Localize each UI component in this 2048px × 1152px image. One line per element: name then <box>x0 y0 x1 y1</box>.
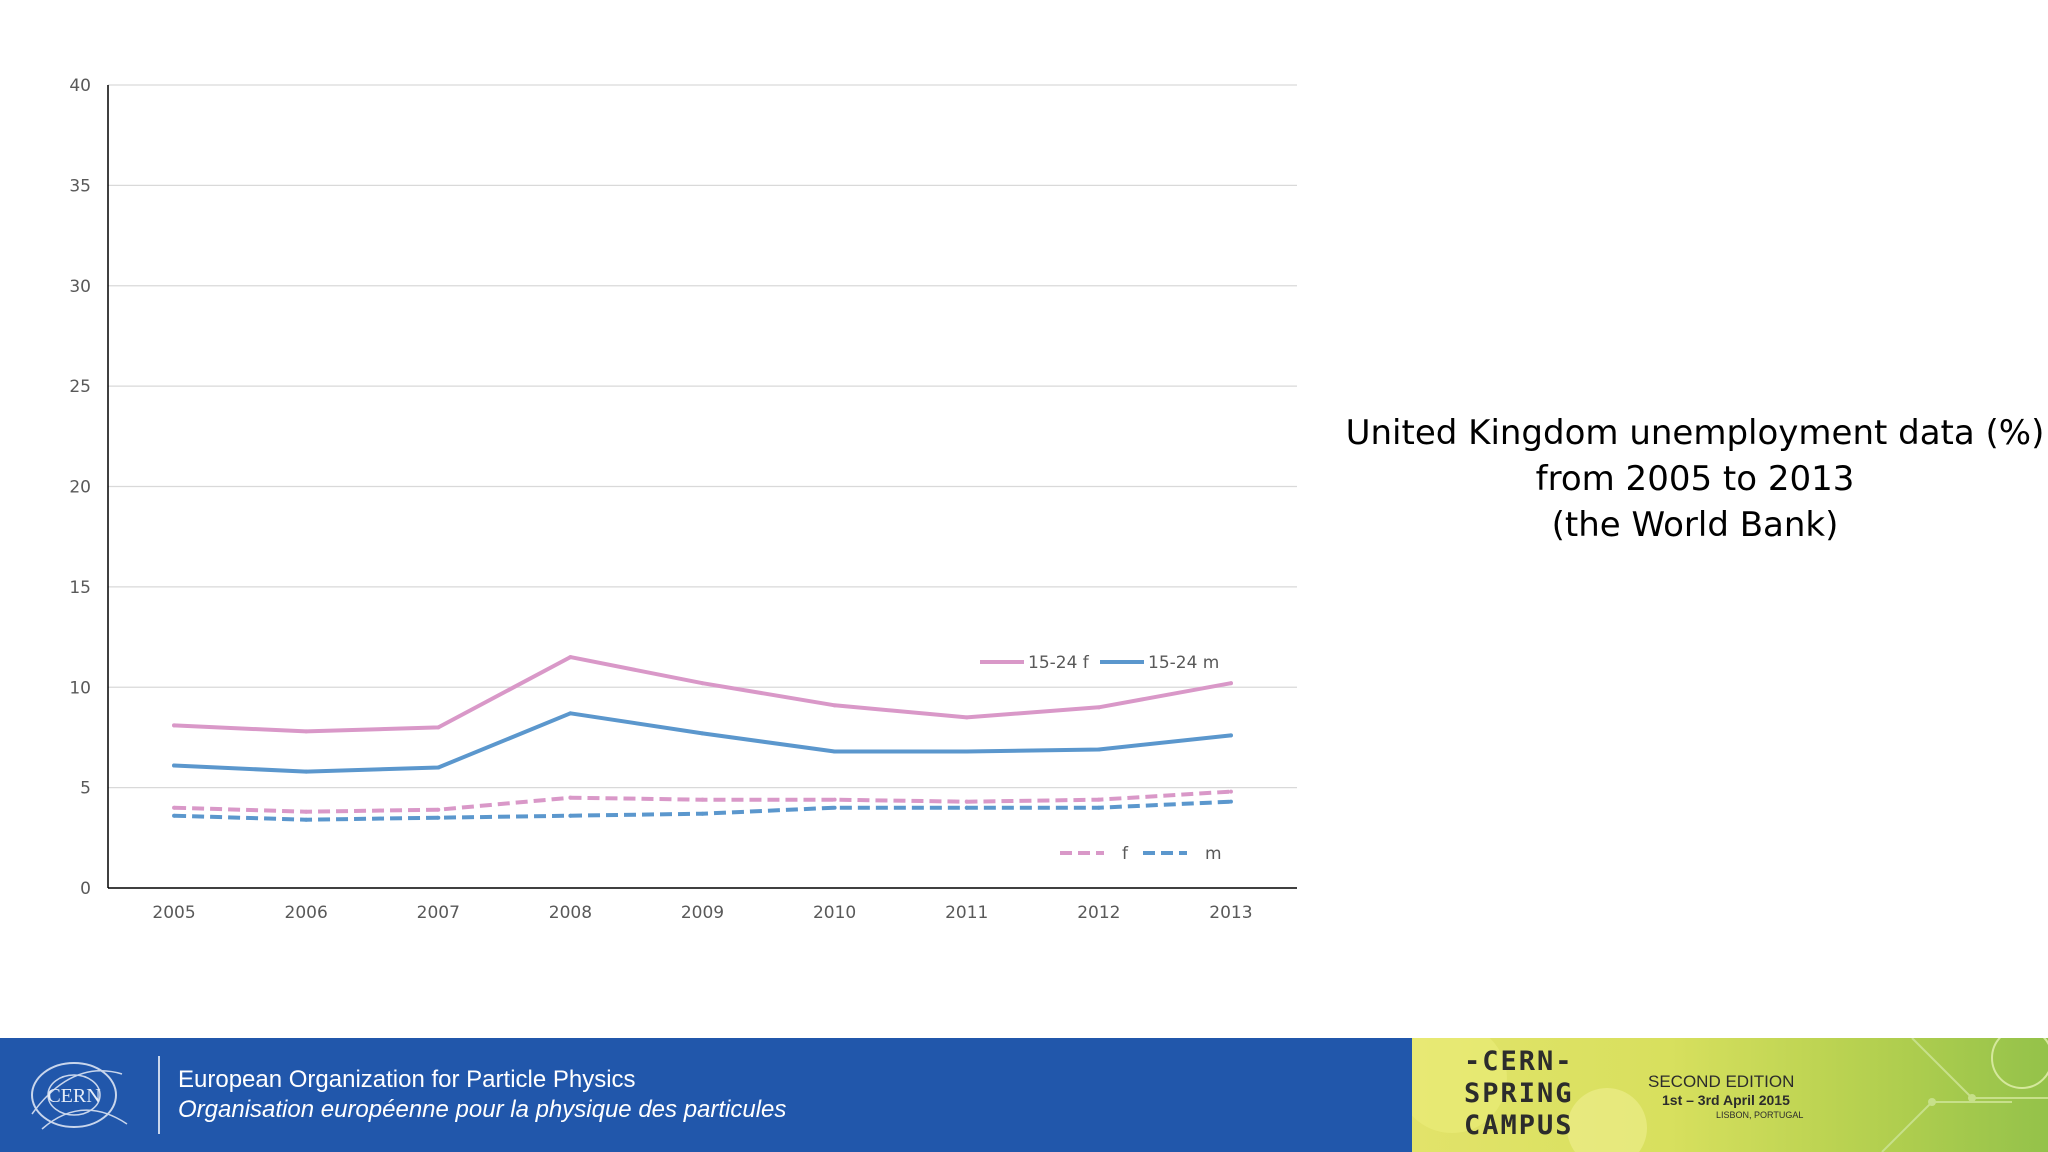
cern-banner: CERN European Organization for Particle … <box>0 1038 1412 1152</box>
x-tick-label: 2012 <box>1077 903 1120 923</box>
cern-logo-text: CERN <box>47 1085 100 1107</box>
data-point <box>172 805 177 810</box>
x-tick-label: 2006 <box>285 903 328 923</box>
data-point <box>304 817 309 822</box>
data-point <box>1228 789 1233 794</box>
data-point <box>436 725 441 730</box>
data-point <box>700 797 705 802</box>
legend-label: 15-24 m <box>1148 653 1219 673</box>
data-point <box>172 763 177 768</box>
y-tick-label: 20 <box>69 478 91 498</box>
data-point <box>568 655 573 660</box>
data-point <box>1096 797 1101 802</box>
data-point <box>172 813 177 818</box>
y-tick-label: 25 <box>69 377 91 397</box>
footer-divider <box>158 1056 160 1134</box>
data-point <box>1096 805 1101 810</box>
event-location: LISBON, PORTUGAL <box>1716 1110 1804 1120</box>
data-point <box>568 795 573 800</box>
x-tick-label: 2005 <box>152 903 195 923</box>
slide-title-line-3: (the World Bank) <box>1551 505 1839 545</box>
footer-banner: CERN European Organization for Particle … <box>0 1038 2048 1152</box>
data-point <box>436 815 441 820</box>
data-point <box>1096 747 1101 752</box>
x-tick-label: 2011 <box>945 903 988 923</box>
y-tick-label: 40 <box>69 76 91 96</box>
slide-title: United Kingdom unemployment data (%) fro… <box>1340 410 2048 548</box>
data-point <box>700 731 705 736</box>
org-name-french: Organisation européenne pour la physique… <box>178 1096 787 1123</box>
legend-label: m <box>1205 844 1222 864</box>
edition-label: SECOND EDITION <box>1648 1072 1795 1091</box>
y-tick-label: 10 <box>69 678 91 698</box>
data-point <box>1228 681 1233 686</box>
data-point <box>304 809 309 814</box>
event-dates: 1st – 3rd April 2015 <box>1662 1092 1790 1108</box>
x-tick-label: 2009 <box>681 903 724 923</box>
x-tick-label: 2007 <box>417 903 460 923</box>
data-point <box>700 681 705 686</box>
legend-label: f <box>1122 844 1129 864</box>
data-point <box>832 797 837 802</box>
line-chart: 0 5 10 15 20 25 30 35 40 2005 2006 2007 2008 2009 201… <box>69 76 1297 923</box>
org-name-english: European Organization for Particle Physi… <box>178 1066 636 1093</box>
y-tick-label: 0 <box>80 879 91 899</box>
series-line-15-24-m <box>172 711 1233 774</box>
campus-logo-line-1: -CERN- <box>1464 1046 1574 1077</box>
data-point <box>436 765 441 770</box>
spring-campus-banner: -CERN- SPRING CAMPUS SECOND EDITION 1st … <box>1412 1038 2048 1152</box>
cern-logo-icon: CERN <box>31 1062 128 1130</box>
x-tick-label: 2008 <box>549 903 592 923</box>
legend-label: 15-24 f <box>1028 653 1090 673</box>
spring-campus-logo: -CERN- SPRING CAMPUS <box>1464 1046 1574 1142</box>
data-point <box>700 811 705 816</box>
series-line-m <box>174 799 1231 822</box>
circuit-pattern-icon <box>1412 1038 2048 1152</box>
x-tick-label: 2013 <box>1209 903 1252 923</box>
campus-logo-line-2: SPRING <box>1464 1078 1574 1109</box>
data-point <box>832 703 837 708</box>
y-tick-label: 15 <box>69 578 91 598</box>
y-tick-label: 5 <box>80 779 91 799</box>
data-point <box>304 769 309 774</box>
data-point <box>568 813 573 818</box>
x-tick-label: 2010 <box>813 903 856 923</box>
y-tick-label: 35 <box>69 176 91 196</box>
data-point <box>1228 799 1233 804</box>
data-point <box>832 805 837 810</box>
data-point <box>1096 705 1101 710</box>
data-point <box>172 723 177 728</box>
data-point <box>832 749 837 754</box>
x-axis-ticks: 2005 2006 2007 2008 2009 2010 2011 2012 2013 <box>152 903 1252 923</box>
data-point <box>1228 733 1233 738</box>
data-point <box>964 715 969 720</box>
data-point <box>964 805 969 810</box>
data-point <box>304 729 309 734</box>
data-point <box>568 711 573 716</box>
chart-axes <box>107 85 1297 889</box>
data-point <box>436 807 441 812</box>
y-tick-label: 30 <box>69 277 91 297</box>
chart-gridlines <box>108 84 1297 789</box>
data-point <box>964 749 969 754</box>
chart-series <box>172 655 1233 822</box>
chart-legends: 15-24 f 15-24 m f m <box>980 653 1222 864</box>
slide-title-line-2: from 2005 to 2013 <box>1535 459 1855 499</box>
data-point <box>964 799 969 804</box>
slide-title-line-1: United Kingdom unemployment data (%) <box>1345 413 2045 453</box>
campus-logo-line-3: CAMPUS <box>1464 1110 1574 1141</box>
y-axis-ticks: 0 5 10 15 20 25 30 35 40 <box>69 76 91 899</box>
